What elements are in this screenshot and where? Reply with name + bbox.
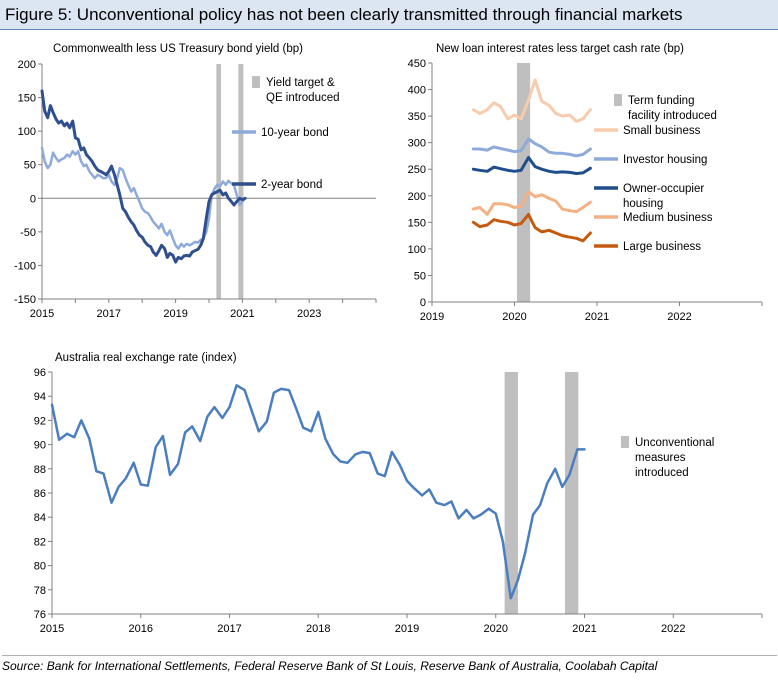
bond-shaded-period-2 [238, 64, 244, 299]
loan-series-1-line [471, 78, 592, 123]
rer-y-tick-label: 86 [34, 488, 46, 500]
loan-chart: 0 50 100 150 200 250 300 350 400 450 2019 2020 2021 2… [408, 58, 763, 323]
loan-y-tick-label: 0 [420, 297, 426, 309]
rer-y-tick-label: 84 [34, 512, 46, 524]
bond-y-tick-label: -50 [20, 227, 36, 239]
loan-legend-label: Investor housing [623, 154, 707, 166]
figure-title: Figure 5: Unconventional policy has not … [0, 0, 778, 30]
loan-y-tick-label: 250 [408, 164, 426, 176]
rer-y-tick-label: 94 [34, 391, 46, 403]
loan-legend-swatch-bar [614, 94, 622, 106]
loan-legend-label: Large business [623, 241, 701, 253]
loan-y-tick-label: 450 [408, 58, 426, 70]
bond-series-2-line [40, 89, 247, 264]
bond-legend-swatch-bar [252, 76, 260, 88]
loan-x-tick-label: 2022 [667, 311, 691, 323]
bond-y-tick-label: 0 [30, 193, 36, 205]
rer-y-tick-label: 78 [34, 585, 46, 597]
bond-legend-label: 10-year bond [261, 127, 329, 139]
loan-legend-label: Small business [623, 125, 701, 137]
rer-shaded-period-1 [504, 372, 518, 614]
loan-y-tick-label: 50 [414, 270, 426, 282]
bond-x-tick-label: 2021 [230, 308, 254, 320]
rer-legend-label-line3: introduced [635, 467, 689, 479]
loan-legend-label: Medium business [623, 212, 713, 224]
rer-y-tick-label: 88 [34, 464, 46, 476]
loan-x-tick-label: 2020 [502, 311, 526, 323]
rer-x-tick-label: 2020 [484, 623, 508, 635]
loan-series-3-line [471, 156, 592, 175]
rer-legend-label: Unconventional [635, 437, 714, 449]
loan-y-tick-label: 100 [408, 244, 426, 256]
rer-x-tick-label: 2021 [572, 623, 596, 635]
bond-y-tick-label: 50 [24, 160, 36, 172]
loan-y-tick-label: 350 [408, 111, 426, 123]
rer-legend-label-line2: measures [635, 452, 686, 464]
loan-y-tick-label: 200 [408, 191, 426, 203]
bond-legend-label: 2-year bond [261, 179, 322, 191]
source-note: Source: Bank for International Settlemen… [2, 655, 777, 674]
bond-x-tick-label: 2015 [30, 308, 54, 320]
bond-y-tick-label: 100 [18, 126, 36, 138]
rer-y-tick-label: 80 [34, 561, 46, 573]
loan-legend-label: Owner-occupier [623, 183, 704, 195]
loan-series-5-line [471, 212, 592, 243]
bond-legend-label: Yield target & [266, 77, 335, 89]
loan-series-4-line [471, 190, 592, 216]
chart-title-rer: Australia real exchange rate (index) [55, 352, 237, 364]
bond-y-tick-label: 150 [18, 93, 36, 105]
loan-legend-label: Term funding [628, 95, 694, 107]
bond-y-tick-label: 200 [18, 59, 36, 71]
bond-x-tick-label: 2017 [97, 308, 121, 320]
bond-y-tick-label: -150 [14, 294, 36, 306]
rer-x-tick-label: 2018 [306, 623, 330, 635]
loan-shaded-period-1 [516, 63, 531, 302]
loan-legend-label-line2: housing [623, 198, 663, 210]
bond-x-tick-label: 2023 [297, 308, 321, 320]
bond-y-tick-label: -100 [14, 260, 36, 272]
rer-x-tick-label: 2016 [129, 623, 153, 635]
rer-x-tick-label: 2019 [395, 623, 419, 635]
bond-chart: -150 -100 -50 0 50 100 150 200 2015 2017 2019 2021 2… [14, 59, 377, 320]
chart-title-loan: New loan interest rates less target cash… [436, 43, 684, 55]
loan-legend-label-line2: facility introduced [628, 110, 717, 122]
rer-y-tick-label: 92 [34, 415, 46, 427]
chart-title-bond: Commonwealth less US Treasury bond yield… [53, 43, 303, 55]
loan-y-tick-label: 150 [408, 217, 426, 229]
rer-y-tick-label: 90 [34, 440, 46, 452]
loan-series-2-line [471, 137, 592, 158]
bond-shaded-period-1 [216, 64, 222, 299]
rer-chart: 76 78 80 82 84 86 88 90 92 94 96 2015 2016 2017 2018 20… [34, 367, 763, 635]
loan-x-tick-label: 2019 [420, 311, 444, 323]
rer-x-tick-label: 2022 [661, 623, 685, 635]
rer-legend-swatch-bar [621, 436, 629, 448]
loan-y-tick-label: 300 [408, 138, 426, 150]
rer-x-tick-label: 2015 [40, 623, 64, 635]
loan-y-tick-label: 400 [408, 85, 426, 97]
bond-legend-label-line2: QE introduced [266, 92, 340, 104]
rer-series-1-line [50, 384, 586, 600]
rer-x-tick-label: 2017 [217, 623, 241, 635]
rer-y-tick-label: 76 [34, 609, 46, 621]
bond-x-tick-label: 2019 [163, 308, 187, 320]
rer-y-tick-label: 96 [34, 367, 46, 379]
rer-shaded-period-2 [564, 372, 579, 614]
loan-x-tick-label: 2021 [585, 311, 609, 323]
rer-y-tick-label: 82 [34, 536, 46, 548]
